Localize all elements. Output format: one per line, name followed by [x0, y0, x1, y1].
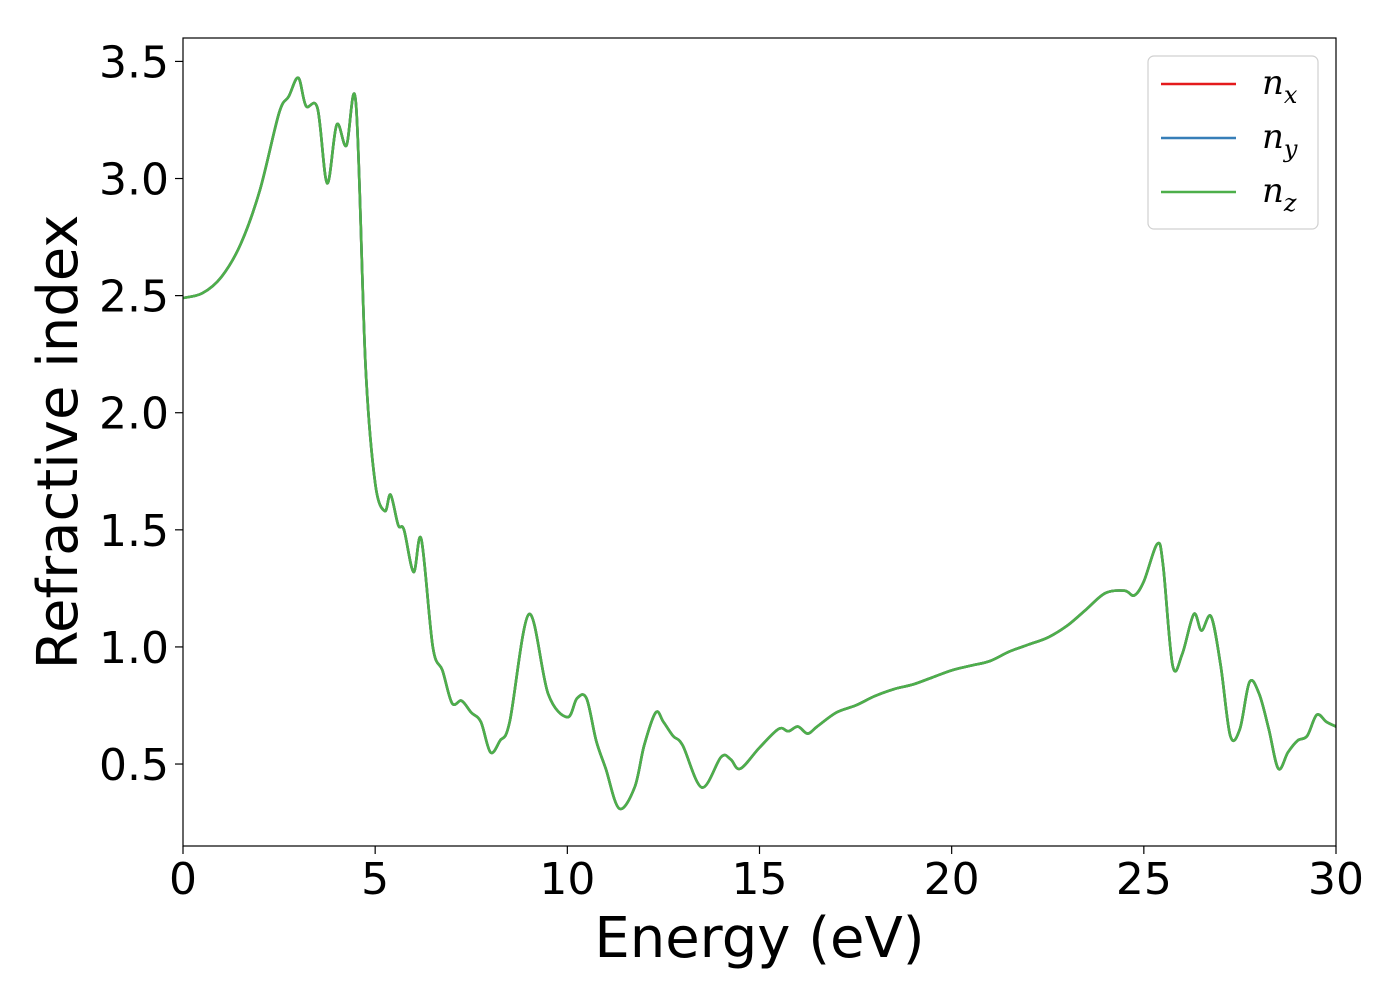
x-tick-label: 10	[539, 854, 595, 905]
y-tick-label: 2.5	[99, 272, 169, 323]
y-tick-label: 1.0	[99, 623, 169, 674]
x-tick-label: 15	[732, 854, 788, 905]
legend-box	[1147, 55, 1319, 230]
x-tick-label: 25	[1116, 854, 1172, 905]
series-layer	[183, 76, 1336, 811]
y-tick-label: 2.0	[99, 389, 169, 440]
x-tick-label: 0	[169, 854, 197, 905]
x-tick-label: 30	[1308, 854, 1364, 905]
y-tick-label: 3.5	[99, 37, 169, 88]
legend-label-nx: nx	[1262, 63, 1298, 109]
legend-label-ny: ny	[1262, 117, 1298, 163]
x-tick-label: 5	[361, 854, 389, 905]
y-tick-label: 1.5	[99, 506, 169, 557]
legend-label-nz: nz	[1262, 171, 1297, 217]
y-axis-label: Refractive index	[26, 215, 91, 670]
series-line-nz	[183, 76, 1336, 811]
y-axis-ticks: 0.5 1.0 1.5 2.0 2.5 3.0 3.5	[99, 37, 183, 791]
y-tick-label: 0.5	[99, 740, 169, 791]
x-axis-label: Energy (eV)	[594, 906, 924, 971]
x-tick-label: 20	[924, 854, 980, 905]
legend: nx ny nz	[1147, 55, 1319, 230]
y-tick-label: 3.0	[99, 155, 169, 206]
x-axis-ticks: 0 5 10 15 20 25 30	[169, 846, 1364, 905]
